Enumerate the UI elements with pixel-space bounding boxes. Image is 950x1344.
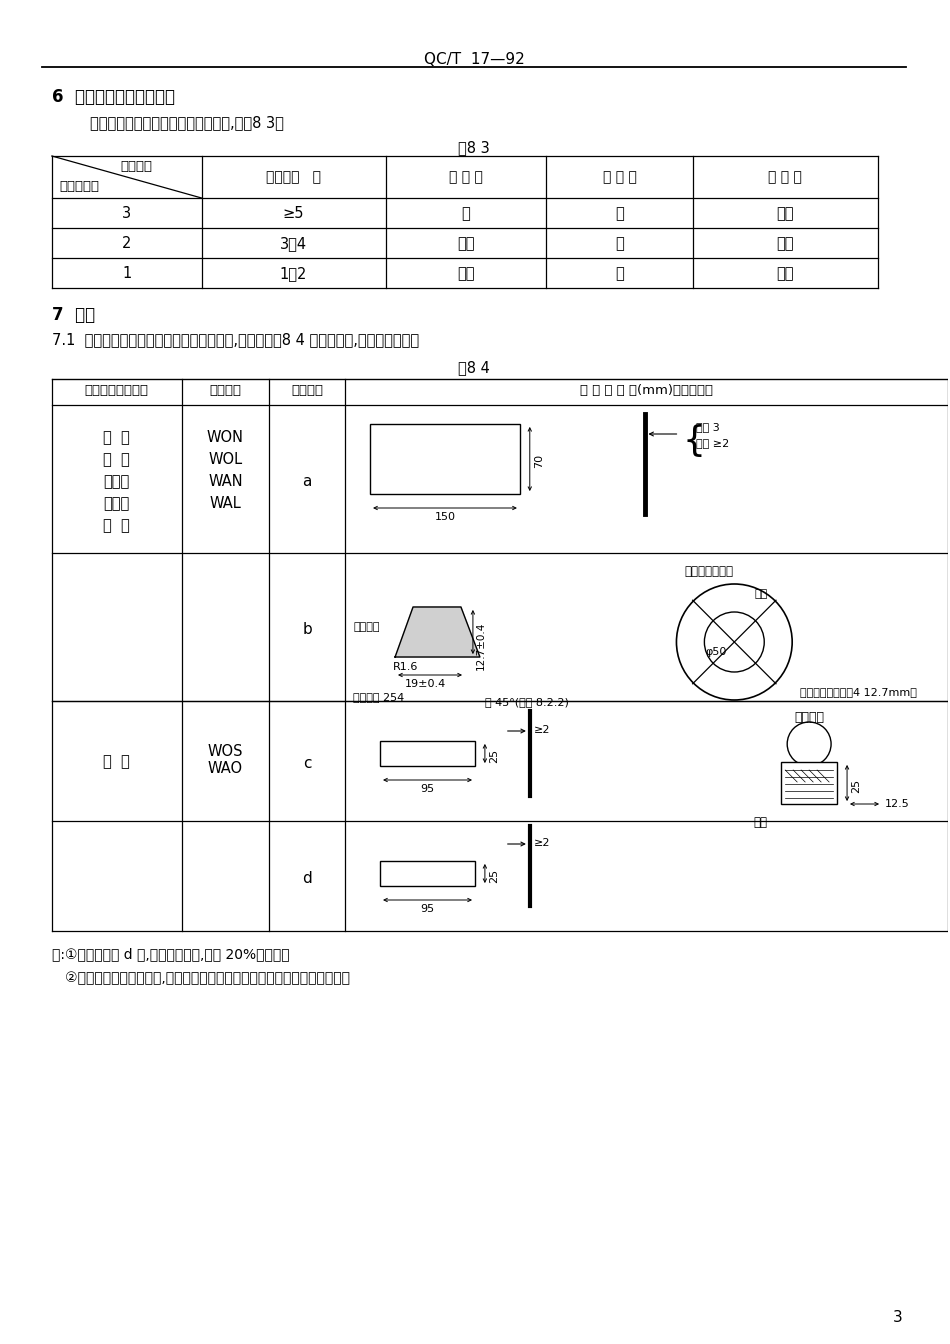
Text: 袆8 4: 袆8 4 [458, 360, 490, 375]
Text: ②用橡胶试样进行试验时,在端部和紧固处要涂上对试样无害的耗臭氧涂层。: ②用橡胶试样进行试验时,在端部和紧固处要涂上对试样无害的耗臭氧涂层。 [52, 970, 350, 985]
Text: 一般: 一般 [776, 237, 794, 251]
Text: 橡  胶: 橡 胶 [104, 754, 130, 769]
Text: 25: 25 [489, 870, 499, 883]
Text: 木棒: 木棒 [754, 589, 768, 599]
Text: φ50: φ50 [706, 646, 727, 657]
Text: 袆8 3: 袆8 3 [458, 140, 490, 155]
Polygon shape [395, 607, 480, 657]
Text: 难: 难 [462, 206, 470, 220]
Text: 3: 3 [123, 206, 131, 220]
Text: 中: 中 [616, 237, 624, 251]
Text: 试片全长 254: 试片全长 254 [353, 692, 405, 702]
Text: 试样剖面: 试样剖面 [353, 622, 380, 632]
Text: 19±0.4: 19±0.4 [405, 679, 446, 689]
Text: 95: 95 [420, 905, 434, 914]
Text: 7  试样: 7 试样 [52, 306, 95, 324]
Text: 塑  料: 塑 料 [104, 430, 130, 445]
Bar [781, 762, 837, 804]
Text: 只检查试片中心剠4 12.7mm处: 只检查试片中心剠4 12.7mm处 [800, 687, 917, 698]
Text: 1: 1 [123, 266, 131, 281]
Text: 涂  层: 涂 层 [104, 517, 130, 534]
Text: 塑料 3: 塑料 3 [696, 422, 720, 431]
Text: R1.6: R1.6 [393, 663, 418, 672]
Text: ≥5: ≥5 [282, 206, 304, 220]
Text: 重要性代号: 重要性代号 [60, 180, 100, 194]
Text: 经 济 性: 经 济 性 [769, 169, 802, 184]
Text: WOL: WOL [208, 452, 242, 466]
Bar [380, 741, 475, 766]
Text: 1～2: 1～2 [279, 266, 307, 281]
Text: 零部件材料的种类: 零部件材料的种类 [85, 384, 149, 396]
Text: WOS
WAO: WOS WAO [208, 745, 243, 777]
Text: 橡  胶: 橡 胶 [104, 452, 130, 466]
Text: 注:①用橡胶试样 d 时,若无特殊要求,应有 20%的拉伸。: 注:①用橡胶试样 d 时,若无特殊要求,应有 20%的拉伸。 [52, 948, 290, 961]
Text: b: b [302, 622, 313, 637]
Text: 南 45°(参照 8.2.2): 南 45°(参照 8.2.2) [484, 698, 569, 707]
Text: 橡胶 ≥2: 橡胶 ≥2 [696, 438, 730, 448]
Text: {: { [682, 423, 706, 458]
Text: ≥2: ≥2 [534, 724, 550, 735]
Text: c: c [303, 755, 312, 771]
Text: 人造革: 人造革 [104, 474, 130, 489]
Text: 2: 2 [122, 237, 131, 251]
Text: QC/T  17—92: QC/T 17—92 [424, 52, 524, 67]
Text: 容易: 容易 [457, 266, 475, 281]
Text: d: d [302, 871, 313, 886]
Text: 互 换 性: 互 换 性 [449, 169, 483, 184]
Text: 安装方式: 安装方式 [794, 711, 825, 724]
Text: WAL: WAL [210, 496, 241, 511]
Text: 试验种类: 试验种类 [210, 384, 241, 396]
Text: 25: 25 [851, 780, 861, 793]
Text: 试 样 的 尺 寸(mm)和安装方式: 试 样 的 尺 寸(mm)和安装方式 [580, 384, 713, 396]
Text: 木夹: 木夹 [753, 816, 768, 829]
Text: WON: WON [207, 430, 244, 445]
Text: 使用寿命   年: 使用寿命 年 [266, 169, 321, 184]
Text: 大: 大 [616, 206, 624, 220]
Text: 卷成下面的形状: 卷成下面的形状 [684, 564, 733, 578]
Bar [370, 423, 520, 495]
Text: ≥2: ≥2 [534, 839, 550, 848]
Text: WAN: WAN [208, 474, 243, 489]
Text: 价廉: 价廉 [776, 266, 794, 281]
Text: 小: 小 [616, 266, 624, 281]
Text: 试样标记: 试样标记 [292, 384, 323, 396]
Text: 纤维品: 纤维品 [104, 496, 130, 511]
Text: 分类条件: 分类条件 [121, 160, 153, 173]
Text: 价高: 价高 [776, 206, 794, 220]
Text: 70: 70 [534, 454, 543, 468]
Text: 12.7±0.4: 12.7±0.4 [476, 622, 485, 671]
Text: 3～4: 3～4 [279, 237, 307, 251]
Text: 7.1  试样应是零、部件。若受试验条件限制,允许采用袆8 4 规定的试样,涂层用的试片。: 7.1 试样应是零、部件。若受试验条件限制,允许采用袆8 4 规定的试样,涂层用… [52, 332, 419, 347]
Bar [380, 862, 475, 886]
Text: 150: 150 [434, 512, 455, 521]
Text: 25: 25 [489, 749, 499, 763]
Text: 6  零部件的重要性及分类: 6 零部件的重要性及分类 [52, 87, 175, 106]
Text: 12.5: 12.5 [885, 798, 910, 809]
Text: a: a [303, 474, 312, 489]
Text: 安 全 性: 安 全 性 [602, 169, 636, 184]
Text: 一般: 一般 [457, 237, 475, 251]
Text: 按零部件设计上的重要程度进行分类,按袆8 3。: 按零部件设计上的重要程度进行分类,按袆8 3。 [90, 116, 284, 130]
Text: 3: 3 [893, 1310, 902, 1325]
Text: 95: 95 [420, 784, 434, 794]
